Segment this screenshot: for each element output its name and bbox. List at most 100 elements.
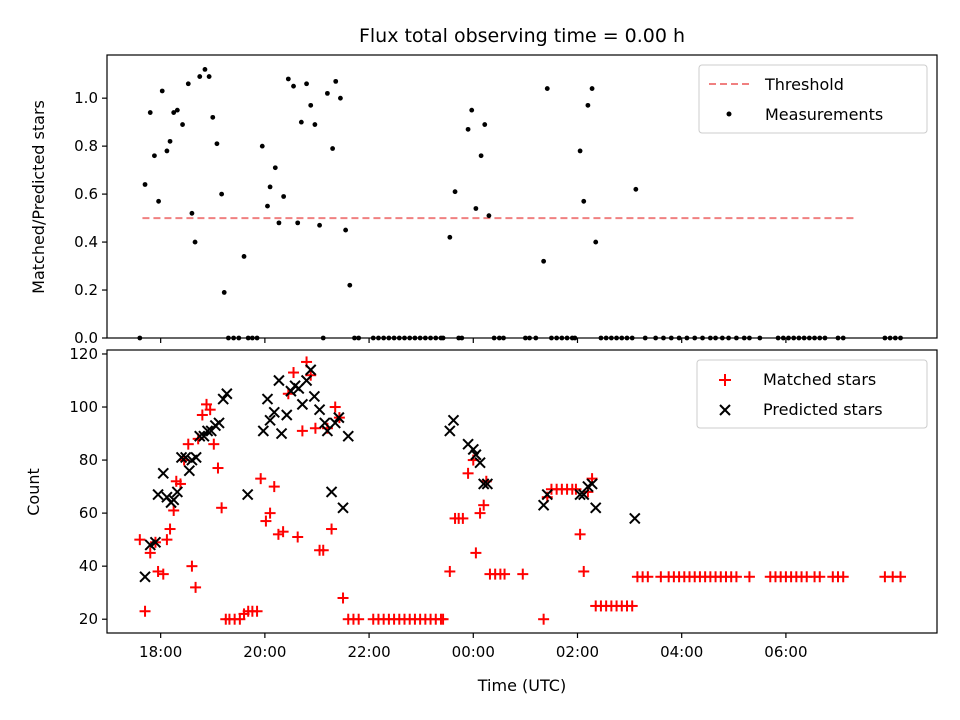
y-tick-label: 0.0 <box>74 329 98 347</box>
measurement-point <box>356 335 362 341</box>
measurement-point <box>581 198 587 204</box>
measurement-point <box>619 335 625 341</box>
measurement-point <box>219 191 225 197</box>
matched-star-point <box>168 504 180 516</box>
matched-star-point <box>204 404 216 416</box>
predicted-star-point <box>470 449 482 461</box>
matched-star-point <box>268 481 280 493</box>
matched-star-point <box>329 401 341 413</box>
top-y-ticks: 0.0 0.2 0.4 0.6 0.8 1.0 <box>74 89 107 347</box>
top-legend-box <box>698 64 928 134</box>
matched-star-point <box>626 600 638 612</box>
measurement-point <box>522 335 528 341</box>
measurement-point <box>491 335 497 341</box>
matched-star-point <box>642 571 654 583</box>
measurement-point <box>653 335 659 341</box>
measurement-point <box>386 335 392 341</box>
measurement-point <box>882 335 888 341</box>
predicted-star-point <box>325 486 338 498</box>
measurement-point <box>812 335 817 341</box>
measurement-point <box>333 78 339 84</box>
predicted-star-point <box>179 451 192 464</box>
predicted-star-point <box>149 536 162 548</box>
bottom-legend: Matched stars Predicted stars <box>696 359 928 429</box>
measurement-point <box>192 239 198 245</box>
predicted-star-point <box>586 478 598 490</box>
measurement-point <box>892 335 898 341</box>
measurement-point <box>312 122 318 127</box>
y-tick-label: 0.2 <box>74 281 98 299</box>
measurement-point <box>473 206 479 211</box>
measurement-point <box>734 335 739 341</box>
measurement-point <box>152 153 157 159</box>
y-tick-label: 20 <box>79 610 98 628</box>
measurement-point <box>840 335 846 341</box>
measurement-point <box>285 76 291 82</box>
measurement-point <box>786 335 791 341</box>
measurement-point <box>564 335 570 341</box>
matched-star-point <box>326 523 338 535</box>
predicted-star-point <box>171 486 184 498</box>
measurement-point <box>225 335 231 341</box>
measurement-point <box>254 335 260 341</box>
measurement-point <box>501 335 506 341</box>
measurement-point <box>249 335 255 341</box>
measurement-point <box>381 335 387 341</box>
measurement-point <box>700 335 705 341</box>
matched-star-point <box>139 605 151 617</box>
measurement-point <box>496 335 502 341</box>
matched-star-point <box>474 507 486 519</box>
predicted-star-point <box>447 414 460 426</box>
predicted-star-point <box>175 451 188 464</box>
measurement-point <box>236 335 242 341</box>
matched-star-point <box>272 528 284 540</box>
matched-star-point <box>743 571 755 583</box>
measurement-point <box>259 143 265 149</box>
matched-star-point <box>337 592 349 604</box>
measurement-point <box>806 335 812 341</box>
measurement-point <box>422 335 428 341</box>
predicted-star-point <box>337 502 349 514</box>
matched-star-point <box>437 613 449 625</box>
x-tick-label: 02:00 <box>556 643 599 661</box>
predicted-star-point <box>319 417 331 429</box>
predicted-star-point <box>333 411 345 424</box>
measurement-point <box>276 220 282 226</box>
measurement-point <box>541 258 547 264</box>
matched-star-point <box>517 568 529 580</box>
matched-star-point <box>196 409 208 421</box>
measurement-point <box>801 335 807 341</box>
matched-star-point <box>251 605 263 617</box>
predicted-star-point <box>201 425 214 437</box>
matched-star-point <box>164 523 176 535</box>
measurement-point <box>281 194 287 199</box>
predicted-star-point <box>261 393 274 405</box>
matched-star-point <box>499 568 511 580</box>
predicted-star-point <box>217 393 229 405</box>
measurement-point <box>180 122 185 127</box>
legend-predicted-swatch <box>719 404 731 416</box>
matched-star-point <box>296 425 308 437</box>
x-tick-label: 18:00 <box>139 643 182 661</box>
predicted-star-point <box>444 425 456 437</box>
measurement-point <box>245 335 251 341</box>
bottom-plot-frame <box>106 349 938 634</box>
matched-star-point <box>730 571 742 583</box>
measurement-point <box>267 184 273 190</box>
predicted-star-point <box>194 430 206 442</box>
measurement-point <box>447 234 453 240</box>
predicted-star-point <box>537 499 550 511</box>
bottom-panel: 20 40 60 80 100 120 18:00 20:00 22:00 00:00 02:00… <box>24 345 938 695</box>
measurement-point <box>692 335 698 341</box>
measurement-point <box>554 335 560 341</box>
measurement-point <box>147 110 153 115</box>
measurement-point <box>585 102 591 108</box>
measurement-point <box>577 148 583 154</box>
measurement-point <box>171 110 177 115</box>
matched-star-point <box>814 571 826 583</box>
measurement-point <box>159 88 165 94</box>
measurement-point <box>221 290 227 295</box>
measurement-point <box>796 335 802 341</box>
matched-star-point <box>264 507 276 519</box>
matched-star-point <box>538 613 550 625</box>
